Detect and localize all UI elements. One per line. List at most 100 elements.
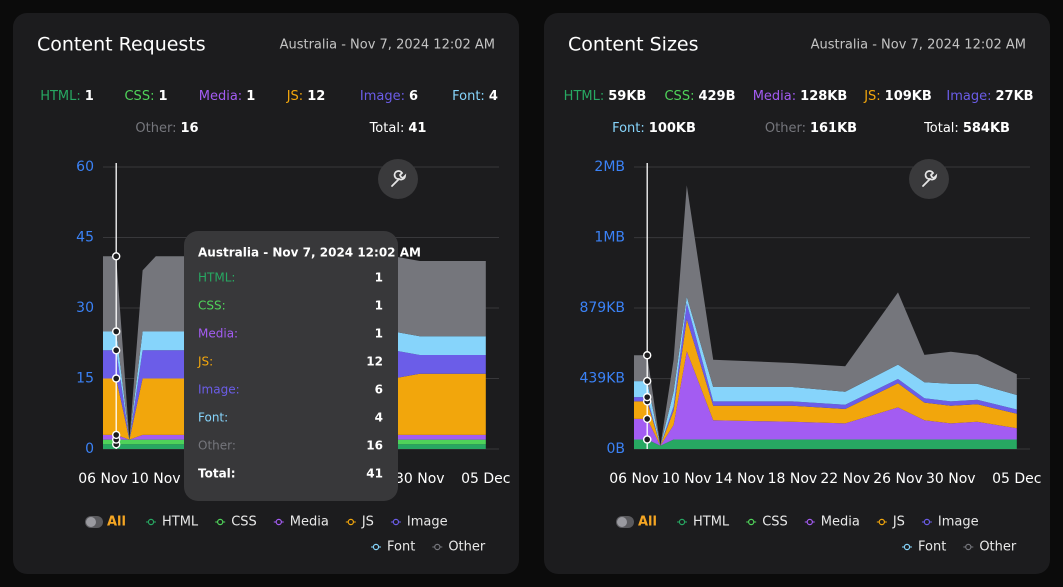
summary-label: Total: xyxy=(369,121,405,136)
tooltip-label: JS: xyxy=(197,355,213,369)
legend-label: HTML xyxy=(693,515,730,530)
y-tick-label: 0B xyxy=(606,441,625,457)
summary-item: HTML: 1 xyxy=(40,89,94,104)
legend-swatch xyxy=(434,543,441,551)
legend-swatch xyxy=(878,518,886,526)
legend-item[interactable]: Image xyxy=(390,515,448,530)
timestamp: Australia - Nov 7, 2024 12:02 AM xyxy=(811,38,1026,53)
y-tick-label: 30 xyxy=(76,300,94,316)
x-tick-label: 18 Nov xyxy=(768,471,818,487)
x-tick-label: 14 Nov xyxy=(715,471,765,487)
summary-value: 128KB xyxy=(800,89,847,104)
legend-item[interactable]: HTML xyxy=(146,515,199,530)
hover-marker xyxy=(111,327,121,336)
hover-marker xyxy=(642,351,652,360)
tooltip-value: 4 xyxy=(375,411,383,425)
legend-item[interactable]: Other xyxy=(963,540,1017,555)
summary-value: 100KB xyxy=(649,121,696,136)
legend-item[interactable]: HTML xyxy=(677,515,730,530)
legend-swatch xyxy=(678,518,686,526)
legend-item[interactable]: JS xyxy=(876,515,905,530)
legend-item[interactable]: Image xyxy=(921,515,979,530)
summary-label: CSS: xyxy=(124,89,154,104)
panel-title: Content Requests xyxy=(37,34,206,56)
summary-label: Media: xyxy=(199,89,242,104)
hover-marker xyxy=(111,374,121,383)
legend-all[interactable]: All xyxy=(107,515,126,530)
legend-swatch xyxy=(392,518,400,526)
tooltip-label: CSS: xyxy=(198,299,226,313)
summary-value: 4 xyxy=(489,89,498,104)
tooltip-total-value: 41 xyxy=(366,467,383,481)
y-tick-label: 439KB xyxy=(579,371,625,387)
tooltip-label: HTML: xyxy=(198,271,235,285)
legend-item[interactable]: Font xyxy=(371,540,415,555)
legend-label: Image xyxy=(938,515,979,530)
y-tick-label: 2MB xyxy=(594,159,625,175)
legend-swatch xyxy=(923,518,931,526)
y-tick-label: 60 xyxy=(76,159,94,175)
legend-all[interactable]: All xyxy=(638,515,657,530)
area-band xyxy=(634,351,1017,446)
legend-item[interactable]: JS xyxy=(345,515,374,530)
legend-item[interactable]: Other xyxy=(432,540,486,555)
summary-item: Font: 4 xyxy=(452,89,498,104)
legend-swatch xyxy=(965,543,972,551)
settings-button[interactable] xyxy=(909,159,949,199)
summary-value: 6 xyxy=(409,89,418,104)
legend-item[interactable]: Font xyxy=(902,540,946,555)
tooltip-label: Media: xyxy=(198,327,238,341)
summary-label: CSS: xyxy=(664,89,694,104)
summary-value: 584KB xyxy=(963,121,1010,136)
summary-item: Image: 6 xyxy=(360,89,418,104)
settings-button[interactable] xyxy=(378,159,418,199)
summary-label: Image: xyxy=(360,89,405,104)
legend-toggle[interactable] xyxy=(85,516,103,528)
legend-item[interactable]: CSS xyxy=(215,515,257,530)
tooltip-value: 6 xyxy=(375,383,383,397)
legend-label: Other xyxy=(448,540,486,555)
legend-swatch xyxy=(147,518,155,526)
legend-label: Font xyxy=(918,540,946,555)
x-tick-label: 10 Nov xyxy=(662,471,712,487)
hover-marker xyxy=(111,346,121,355)
legend-label: Font xyxy=(387,540,415,555)
summary-item: HTML: 59KB xyxy=(564,89,647,104)
summary-item: JS: 109KB xyxy=(863,89,932,104)
requests-panel: Content Requests Australia - Nov 7, 2024 … xyxy=(13,13,519,574)
summary-item: JS: 12 xyxy=(286,89,326,104)
summary-label: Media: xyxy=(753,89,796,104)
summary-item: CSS: 1 xyxy=(124,89,167,104)
x-tick-label: 10 Nov xyxy=(131,471,181,487)
summary-value: 161KB xyxy=(810,121,857,136)
summary-value: 12 xyxy=(307,89,325,104)
summary-label: Font: xyxy=(452,89,485,104)
x-tick-label: 22 Nov xyxy=(820,471,870,487)
legend-swatch xyxy=(275,518,282,526)
hover-marker xyxy=(642,376,652,386)
tooltip-value: 12 xyxy=(366,355,383,369)
x-tick-label: 06 Nov xyxy=(609,471,659,487)
legend-item[interactable]: Media xyxy=(273,515,329,530)
legend-toggle[interactable] xyxy=(616,516,634,528)
legend-swatch xyxy=(806,518,813,526)
x-tick-label: 05 Dec xyxy=(992,471,1041,487)
summary-label: Image: xyxy=(946,89,991,104)
x-tick-label: 06 Nov xyxy=(78,471,128,487)
legend-item[interactable]: CSS xyxy=(746,515,788,530)
legend-label: Media xyxy=(290,515,329,530)
wrench-icon xyxy=(922,170,938,187)
area-band xyxy=(634,185,1017,446)
toggle-knob xyxy=(86,517,96,527)
legend-item[interactable]: Media xyxy=(804,515,860,530)
summary-item: CSS: 429B xyxy=(664,89,735,104)
summary-item: Other: 161KB xyxy=(765,121,857,136)
y-tick-label: 15 xyxy=(76,371,94,387)
tooltip-label: Image: xyxy=(198,383,240,397)
tooltip-total-label: Total: xyxy=(198,467,236,481)
hover-marker xyxy=(642,414,652,424)
hover-marker xyxy=(642,435,652,444)
tooltip-value: 1 xyxy=(375,327,383,341)
x-tick-label: 30 Nov xyxy=(926,471,976,487)
